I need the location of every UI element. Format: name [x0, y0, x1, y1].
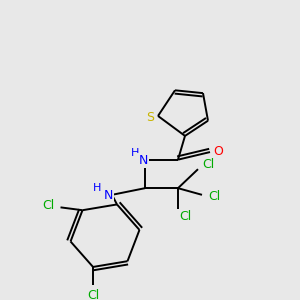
Text: Cl: Cl [42, 199, 55, 212]
Text: O: O [213, 145, 223, 158]
Text: S: S [146, 111, 154, 124]
Text: Cl: Cl [208, 190, 220, 203]
Text: H: H [93, 183, 101, 193]
Text: Cl: Cl [202, 158, 214, 171]
Text: H: H [131, 148, 139, 158]
Text: N: N [138, 154, 148, 167]
Text: Cl: Cl [179, 210, 191, 223]
Text: Cl: Cl [87, 289, 99, 300]
Text: N: N [103, 189, 113, 202]
